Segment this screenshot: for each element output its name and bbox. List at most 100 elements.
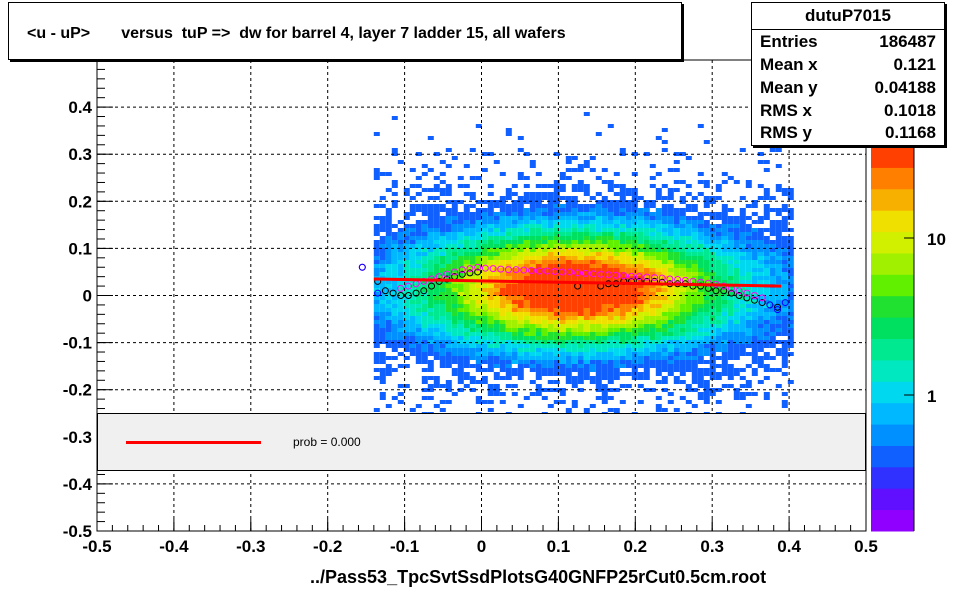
heat-cell xyxy=(403,256,410,260)
heat-cell xyxy=(421,228,428,232)
heat-cell xyxy=(559,204,566,208)
heat-cell xyxy=(655,256,662,260)
heat-cell xyxy=(523,228,530,232)
heat-cell xyxy=(763,336,770,340)
heat-cell xyxy=(463,336,470,340)
heat-cell xyxy=(739,328,746,332)
heat-cell xyxy=(649,260,656,264)
heat-cell xyxy=(655,352,662,356)
heat-cell xyxy=(475,272,482,276)
heat-cell xyxy=(691,368,698,372)
heat-cell xyxy=(439,284,446,288)
heat-cell xyxy=(643,248,650,252)
heat-cell xyxy=(691,224,698,228)
heat-cell xyxy=(571,244,578,248)
heat-cell xyxy=(511,204,518,208)
heat-cell xyxy=(679,292,686,296)
heat-cell xyxy=(679,316,686,320)
heat-cell xyxy=(565,256,572,260)
heat-cell xyxy=(493,220,500,224)
heat-cell xyxy=(643,316,650,320)
heat-cell xyxy=(697,384,704,388)
heat-cell xyxy=(715,216,722,220)
heat-cell xyxy=(463,228,470,232)
heat-cell xyxy=(781,324,788,328)
heat-cell xyxy=(691,300,698,304)
heat-cell xyxy=(655,212,662,216)
heat-cell xyxy=(775,348,782,352)
heat-cell xyxy=(607,216,614,220)
heat-cell xyxy=(541,296,548,300)
heat-cell xyxy=(481,304,488,308)
heat-cell xyxy=(535,184,542,188)
heat-cell xyxy=(697,212,704,216)
heat-cell xyxy=(517,376,524,380)
heat-cell xyxy=(391,300,398,304)
heat-cell xyxy=(547,208,554,212)
heat-cell xyxy=(583,288,590,292)
heat-cell xyxy=(469,324,476,328)
heat-cell xyxy=(631,332,638,336)
heat-cell xyxy=(613,356,620,360)
heat-cell xyxy=(517,272,524,276)
heat-cell xyxy=(529,164,536,168)
heat-cell xyxy=(625,316,632,320)
heat-cell xyxy=(625,360,632,364)
heat-cell xyxy=(745,268,752,272)
heat-cell xyxy=(421,268,428,272)
heat-cell xyxy=(739,336,746,340)
heat-cell xyxy=(589,284,596,288)
heat-cell xyxy=(565,368,572,372)
heat-cell xyxy=(625,300,632,304)
heat-cell xyxy=(655,172,662,176)
heat-cell xyxy=(385,272,392,276)
heat-cell xyxy=(751,336,758,340)
heat-cell xyxy=(373,240,380,244)
heat-cell xyxy=(445,388,452,392)
profile-point xyxy=(651,274,659,282)
heat-cell xyxy=(583,328,590,332)
heat-cell xyxy=(703,304,710,308)
stats-row-mean-x: Mean x 0.121 xyxy=(760,55,936,78)
heat-cell xyxy=(373,296,380,300)
heat-cell xyxy=(391,224,398,228)
heat-cell xyxy=(511,248,518,252)
heat-cell xyxy=(595,256,602,260)
heat-cell xyxy=(655,260,662,264)
heat-cell xyxy=(607,180,614,184)
heat-cell xyxy=(547,356,554,360)
heat-cell xyxy=(721,300,728,304)
heat-cell xyxy=(625,204,632,208)
heat-cell xyxy=(475,208,482,212)
heat-cell xyxy=(433,296,440,300)
heat-cell xyxy=(613,288,620,292)
heat-cell xyxy=(505,304,512,308)
heat-cell xyxy=(379,268,386,272)
heat-cell xyxy=(631,272,638,276)
heat-cell xyxy=(403,340,410,344)
heat-cell xyxy=(487,392,494,396)
heat-cell xyxy=(583,236,590,240)
heat-cell xyxy=(433,320,440,324)
heat-cell xyxy=(451,372,458,376)
heat-cell xyxy=(469,264,476,268)
heat-cell xyxy=(577,268,584,272)
heat-cell xyxy=(697,316,704,320)
heat-cell xyxy=(481,376,488,380)
heat-cell xyxy=(409,236,416,240)
heat-cell xyxy=(607,316,614,320)
heat-cell xyxy=(421,232,428,236)
heat-cell xyxy=(463,376,470,380)
heat-cell xyxy=(535,368,542,372)
heat-cell xyxy=(601,336,608,340)
heat-cell xyxy=(457,268,464,272)
heat-cell xyxy=(505,248,512,252)
heat-cell xyxy=(619,300,626,304)
heat-cell xyxy=(541,356,548,360)
heat-cell xyxy=(745,384,752,388)
heat-cell xyxy=(637,328,644,332)
heat-cell xyxy=(571,236,578,240)
heat-cell xyxy=(787,304,794,308)
heat-cell xyxy=(715,244,722,248)
heat-cell xyxy=(571,316,578,320)
